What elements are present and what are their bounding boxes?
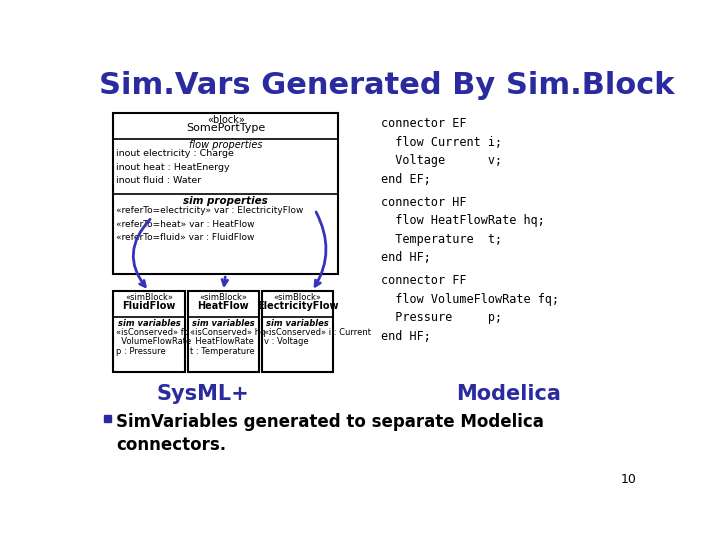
Text: Sim.Vars Generated By Sim.Block: Sim.Vars Generated By Sim.Block	[99, 71, 675, 100]
Text: «referTo=heat» var : HeatFlow: «referTo=heat» var : HeatFlow	[117, 220, 255, 228]
Text: HeatFlow: HeatFlow	[197, 301, 249, 311]
Text: SomePortType: SomePortType	[186, 123, 265, 133]
Text: «simBlock»: «simBlock»	[125, 293, 173, 302]
Text: t : Temperature: t : Temperature	[190, 347, 255, 356]
Bar	[113, 291, 184, 372]
Bar	[188, 291, 259, 372]
Text: flow properties: flow properties	[189, 140, 262, 150]
Text: connector HF
  flow HeatFlowRate hq;
  Temperature  t;
end HF;: connector HF flow HeatFlowRate hq; Tempe…	[381, 195, 544, 264]
Bar	[113, 112, 338, 274]
Text: «referTo=fluid» var : FluidFlow: «referTo=fluid» var : FluidFlow	[117, 233, 255, 242]
Text: «block»: «block»	[207, 115, 245, 125]
Text: inout fluid : Water: inout fluid : Water	[117, 176, 202, 185]
Text: «simBlock»: «simBlock»	[274, 293, 322, 302]
Text: Modelica: Modelica	[456, 384, 561, 404]
Text: SysML+: SysML+	[156, 384, 248, 404]
Text: SimVariables generated to separate Modelica
connectors.: SimVariables generated to separate Model…	[117, 413, 544, 455]
Text: sim properties: sim properties	[184, 195, 268, 206]
Text: inout electricity : Charge: inout electricity : Charge	[117, 150, 234, 159]
Text: connector EF
  flow Current i;
  Voltage      v;
end EF;: connector EF flow Current i; Voltage v; …	[381, 117, 502, 186]
Text: sim variables: sim variables	[117, 319, 180, 328]
Text: FluidFlow: FluidFlow	[122, 301, 176, 311]
Text: «isConserved» i : Current: «isConserved» i : Current	[264, 328, 372, 337]
Text: sim variables: sim variables	[266, 319, 329, 328]
Text: 10: 10	[621, 473, 636, 486]
Text: ElectricityFlow: ElectricityFlow	[257, 301, 338, 311]
Text: sim variables: sim variables	[192, 319, 255, 328]
Text: connector FF
  flow VolumeFlowRate fq;
  Pressure     p;
end HF;: connector FF flow VolumeFlowRate fq; Pre…	[381, 274, 559, 343]
Text: v : Voltage: v : Voltage	[264, 338, 309, 346]
Bar	[104, 415, 111, 422]
Text: «isConserved» fq :: «isConserved» fq :	[116, 328, 194, 337]
Text: «isConserved» hq :: «isConserved» hq :	[190, 328, 271, 337]
Text: «simBlock»: «simBlock»	[199, 293, 247, 302]
Text: p : Pressure: p : Pressure	[116, 347, 166, 356]
Text: «referTo=electricity» var : ElectricityFlow: «referTo=electricity» var : ElectricityF…	[117, 206, 304, 215]
Text: HeatFlowRate: HeatFlowRate	[190, 338, 254, 346]
Bar	[262, 291, 333, 372]
Text: inout heat : HeatEnergy: inout heat : HeatEnergy	[117, 163, 230, 172]
Text: VolumeFlowRate: VolumeFlowRate	[116, 338, 191, 346]
